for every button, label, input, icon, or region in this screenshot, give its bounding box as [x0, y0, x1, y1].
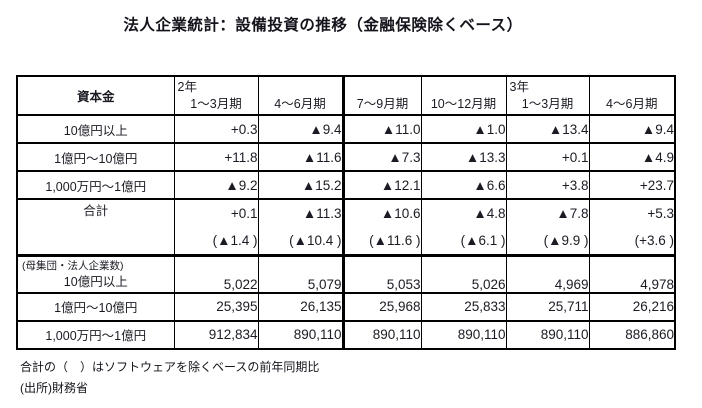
population-section: (母集団・法人企業数) 10億円以上 5,022 5,079 5,053 5,026 4,9… — [16, 253, 675, 349]
value-cell: ▲13.3 — [420, 142, 506, 171]
value-cell: +11.8 — [173, 142, 258, 171]
table-row: 1,000万円〜1億円 912,834 890,110 890,110 890,110 8… — [16, 319, 675, 349]
capital-header-cell: 資本金 — [16, 76, 174, 115]
value-cell: ▲4.8 — [420, 198, 506, 227]
table-row: 1億円〜10億円 +11.8 ▲11.6 ▲7.3 ▲13.3 +0.1 ▲4.9 — [16, 142, 675, 171]
period-header-cell: 2年 1〜3月期 — [173, 76, 258, 115]
table-row: 合計 +0.1 ▲11.3 ▲10.6 ▲4.8 ▲7.8 +5.3 — [16, 198, 675, 255]
row-label: 10億円以上 — [63, 274, 128, 289]
value-cell: 890,110 — [257, 319, 343, 349]
capital-investment-table: 資本金 2年 1〜3月期 4〜6月期 7〜9月期 10〜12月期 — [16, 75, 676, 350]
period-label: 4〜6月期 — [274, 97, 326, 111]
table-header-row: 資本金 2年 1〜3月期 4〜6月期 7〜9月期 10〜12月期 — [16, 76, 675, 115]
value-cell: ▲11.3 — [257, 198, 343, 227]
value-cell: 5,053 — [341, 253, 421, 293]
value-cell: ▲9.4 — [257, 114, 343, 143]
value-cell: ▲12.1 — [341, 170, 421, 199]
value-cell: +23.7 — [588, 170, 675, 199]
value-cell: +0.1 — [173, 198, 258, 227]
paren-value-cell: (+3.6 ) — [588, 227, 675, 255]
period-label: 10〜12月期 — [430, 97, 497, 111]
value-cell: 5,022 — [173, 253, 258, 293]
table-row-total-paren: (▲1.4 ) (▲10.4 ) (▲11.6 ) (▲6.1 ) (▲9.9 ) (+3… — [17, 227, 675, 255]
year-label: 3年 — [509, 80, 529, 94]
period-header-cell: 3年 1〜3月期 — [505, 76, 589, 115]
value-cell: 890,110 — [341, 319, 421, 349]
investment-section: 10億円以上 +0.3 ▲9.4 ▲11.0 ▲1.0 ▲13.4 ▲9.4 1億円〜10億円… — [16, 114, 675, 255]
population-section-label-cell: (母集団・法人企業数) 10億円以上 — [16, 253, 174, 293]
value-cell: 25,711 — [505, 291, 589, 321]
value-cell: 890,110 — [505, 319, 589, 349]
value-cell: 5,079 — [257, 253, 343, 293]
row-label-cell: 1,000万円〜1億円 — [16, 170, 174, 199]
row-label-cell: 10億円以上 — [16, 114, 174, 143]
value-cell: +0.1 — [505, 142, 589, 171]
period-label: 1〜3月期 — [190, 97, 242, 111]
period-header-cell: 10〜12月期 — [420, 76, 506, 115]
value-cell: ▲4.9 — [588, 142, 675, 171]
value-cell: 5,026 — [420, 253, 506, 293]
value-cell: 25,395 — [173, 291, 258, 321]
value-cell: 4,978 — [588, 253, 675, 293]
row-label-cell: 1億円〜10億円 — [16, 291, 174, 321]
paren-value-cell: (▲1.4 ) — [173, 227, 258, 255]
period-header-cell: 7〜9月期 — [341, 76, 421, 115]
value-cell: +5.3 — [588, 198, 675, 227]
period-label: 4〜6月期 — [606, 97, 658, 111]
value-cell: +3.8 — [505, 170, 589, 199]
value-cell: ▲1.0 — [420, 114, 506, 143]
value-cell: 25,968 — [341, 291, 421, 321]
value-cell: 4,969 — [505, 253, 589, 293]
value-cell: ▲11.0 — [341, 114, 421, 143]
row-label-cell: 1,000万円〜1億円 — [16, 319, 174, 349]
value-cell: 26,135 — [257, 291, 343, 321]
row-label-cell: 合計 — [16, 198, 174, 255]
value-cell: +0.3 — [173, 114, 258, 143]
value-cell: 890,110 — [420, 319, 506, 349]
table-row: 1,000万円〜1億円 ▲9.2 ▲15.2 ▲12.1 ▲6.6 +3.8 +23.7 — [16, 170, 675, 199]
table-row: (母集団・法人企業数) 10億円以上 5,022 5,079 5,053 5,026 4,9… — [16, 253, 675, 293]
year-label: 2年 — [177, 80, 197, 94]
paren-value-cell: (▲11.6 ) — [341, 227, 421, 255]
value-cell: ▲6.6 — [420, 170, 506, 199]
period-header-cell: 4〜6月期 — [588, 76, 675, 115]
value-cell: 886,860 — [588, 319, 675, 349]
value-cell: ▲7.8 — [505, 198, 589, 227]
paren-value-cell: (▲6.1 ) — [420, 227, 506, 255]
value-cell: ▲15.2 — [257, 170, 343, 199]
table-row: 1億円〜10億円 25,395 26,135 25,968 25,833 25,711 26… — [16, 291, 675, 321]
period-label: 7〜9月期 — [356, 97, 409, 111]
page-title: 法人企業統計：設備投資の推移（金融保険除くベース） — [123, 17, 523, 34]
footnotes: 合計の（ ）はソフトウェアを除くベースの前年同期比 (出所)財務省 — [20, 357, 319, 399]
paren-value-cell: (▲9.9 ) — [505, 227, 589, 255]
paren-value-cell: (▲10.4 ) — [257, 227, 343, 255]
table-row: 10億円以上 +0.3 ▲9.4 ▲11.0 ▲1.0 ▲13.4 ▲9.4 — [16, 114, 675, 143]
value-cell: 25,833 — [420, 291, 506, 321]
value-cell: 26,216 — [588, 291, 675, 321]
period-header-cell: 4〜6月期 — [257, 76, 343, 115]
value-cell: 912,834 — [173, 319, 258, 349]
value-cell: ▲10.6 — [341, 198, 421, 227]
population-section-caption: (母集団・法人企業数) — [22, 259, 124, 272]
value-cell: ▲13.4 — [505, 114, 589, 143]
value-cell: ▲9.2 — [173, 170, 258, 199]
row-label-cell: 1億円〜10億円 — [16, 142, 174, 171]
footnote-software-basis: 合計の（ ）はソフトウェアを除くベースの前年同期比 — [20, 360, 320, 374]
value-cell: ▲7.3 — [341, 142, 421, 171]
period-label: 1〜3月期 — [521, 97, 574, 111]
value-cell: ▲11.6 — [257, 142, 343, 171]
value-cell: ▲9.4 — [588, 114, 675, 143]
footnote-source: (出所)財務省 — [20, 381, 88, 395]
